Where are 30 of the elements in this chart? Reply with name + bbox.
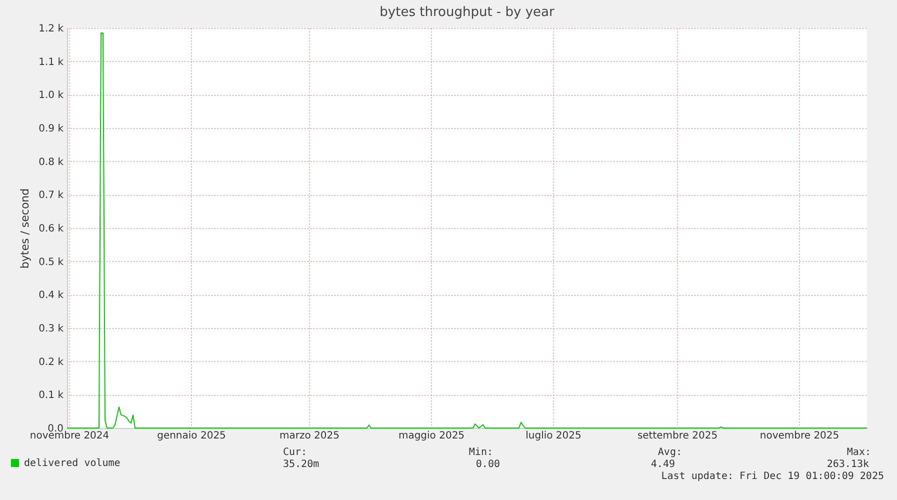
x-tick-label: maggio 2025 — [398, 430, 465, 442]
y-tick-label: 0.1 k — [38, 390, 64, 402]
y-tick-label: 0.9 k — [38, 124, 64, 134]
text: Avg: — [658, 447, 682, 458]
x-tick-label: marzo 2025 — [280, 430, 340, 442]
text: Last update: Fri Dec 19 01:00:09 2025 — [661, 471, 884, 482]
x-tick-label: settembre 2025 — [637, 430, 718, 442]
y-tick-label: 0.3 k — [38, 324, 64, 334]
chart-title: bytes throughput - by year — [380, 5, 555, 20]
y-tick-label: 0.4 k — [38, 290, 64, 302]
y-tick-label: 0.2 k — [38, 356, 64, 368]
text: Cur: — [283, 447, 308, 458]
y-tick-label: 0.7 k — [38, 190, 64, 202]
text: 4.49 — [650, 459, 675, 470]
y-tick-label: 0.5 k — [38, 256, 64, 268]
y-tick-label: 0.6 k — [38, 224, 64, 234]
text: 0.00 — [476, 459, 500, 470]
x-tick-label: novembre 2025 — [760, 430, 840, 442]
y-tick-label: 1.2 k — [38, 24, 64, 34]
text: Max: — [846, 447, 871, 458]
text: Min: — [468, 447, 493, 458]
y-tick-label: 1.1 k — [38, 56, 64, 68]
y-tick-label: 1.0 k — [38, 90, 64, 102]
text: 263.13k — [826, 459, 869, 470]
legend-label: delivered volume — [24, 458, 120, 469]
y-axis-title: bytes / second — [18, 188, 32, 269]
text: 35.20m — [283, 459, 320, 470]
x-tick-label: gennaio 2025 — [157, 430, 226, 442]
y-tick-label: 0.8 k — [38, 156, 64, 168]
x-tick-label: luglio 2025 — [526, 430, 582, 442]
